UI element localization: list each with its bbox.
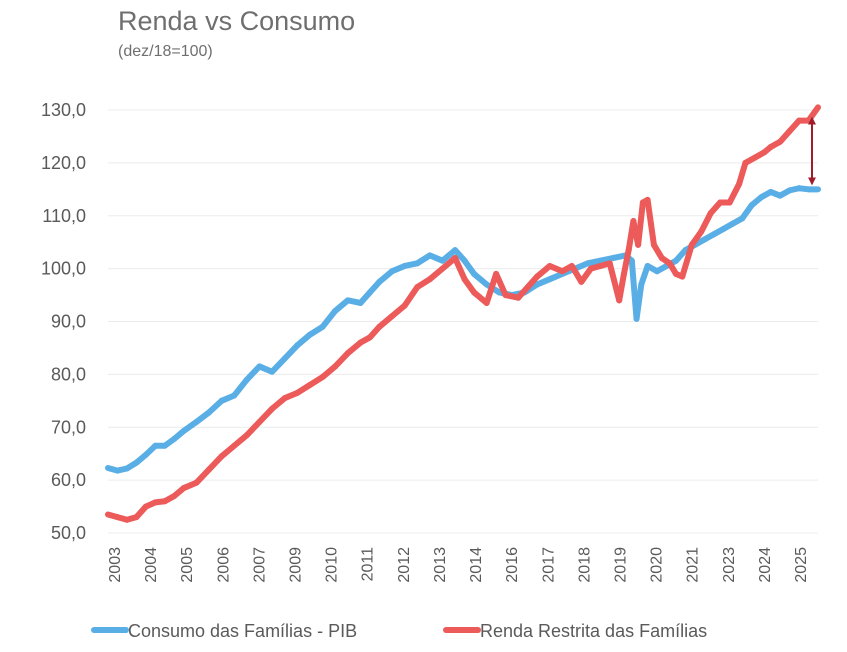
y-tick-label: 70,0 (51, 417, 86, 437)
x-tick-label: 2014 (468, 547, 485, 583)
series-segment (483, 270, 500, 306)
series-segment (493, 270, 509, 299)
series-segment (698, 210, 714, 235)
x-tick-label: 2023 (721, 547, 738, 583)
y-tick-label: 50,0 (51, 523, 86, 543)
series-segment (736, 159, 749, 188)
x-axis: 2003 2004 2005 2006 2007 2009 2010 2011 2012 2013… (107, 547, 810, 583)
series-segment (805, 104, 821, 124)
series-segment (638, 262, 651, 288)
x-tick-label: 2019 (612, 547, 629, 583)
x-tick-label: 2006 (215, 547, 232, 583)
series-segment (644, 196, 657, 248)
series-segment (635, 199, 646, 248)
chart-title: Renda vs Consumo (118, 6, 355, 36)
x-tick-label: 2009 (288, 547, 305, 583)
y-tick-label: 110,0 (42, 206, 86, 226)
x-tick-label: 2004 (143, 547, 160, 583)
chart-subtitle: (dez/18=100) (118, 43, 213, 60)
x-tick-label: 2013 (432, 547, 449, 583)
series-segment (256, 405, 276, 425)
series-segment (679, 241, 695, 280)
series-segment (726, 181, 743, 206)
x-tick-label: 2016 (504, 547, 521, 583)
series-segment (243, 418, 263, 439)
y-axis: 130,0 120,0 110,0 100,0 90,0 80,0 70,0 60,0 50,0 (41, 100, 86, 543)
series-segment (319, 307, 339, 330)
series-segment (616, 270, 627, 304)
y-tick-label: 60,0 (51, 470, 86, 490)
series-segment (231, 376, 250, 399)
legend: Consumo das Famílias - PIB Renda Restrit… (91, 621, 707, 641)
x-tick-label: 2017 (540, 547, 557, 583)
x-tick-label: 2021 (685, 547, 702, 583)
series-segment (401, 284, 421, 309)
legend-label-renda: Renda Restrita das Famílias (480, 621, 707, 641)
series-layer (105, 104, 821, 523)
series-0 (105, 185, 821, 474)
y-tick-label: 90,0 (51, 312, 86, 332)
series-segment (193, 466, 212, 486)
x-tick-label: 2003 (107, 547, 124, 583)
series-segment (633, 281, 645, 322)
legend-label-consumo: Consumo das Famílias - PIB (128, 621, 357, 641)
series-segment (620, 247, 632, 277)
x-tick-label: 2011 (360, 547, 377, 582)
legend-item-consumo: Consumo das Famílias - PIB (91, 621, 357, 641)
x-tick-label: 2025 (793, 547, 810, 583)
legend-item-renda: Renda Restrita das Famílias (443, 621, 707, 641)
x-tick-label: 2018 (576, 547, 593, 583)
y-tick-label: 80,0 (51, 364, 86, 384)
y-tick-label: 130,0 (41, 100, 86, 120)
series-segment (452, 255, 468, 283)
y-tick-label: 100,0 (41, 259, 86, 279)
x-tick-label: 2007 (251, 547, 268, 583)
series-segment (269, 355, 288, 375)
series-segment (281, 342, 301, 362)
series-segment (332, 350, 351, 370)
y-tick-label: 120,0 (41, 153, 86, 173)
x-tick-label: 2024 (757, 547, 774, 583)
series-segment (205, 453, 225, 473)
series-1 (105, 104, 821, 523)
x-tick-label: 2020 (649, 547, 666, 583)
x-tick-label: 2005 (179, 547, 196, 583)
x-tick-label: 2012 (396, 547, 413, 583)
gridlines (108, 109, 818, 534)
x-tick-label: 2010 (324, 547, 341, 583)
series-segment (243, 363, 263, 383)
